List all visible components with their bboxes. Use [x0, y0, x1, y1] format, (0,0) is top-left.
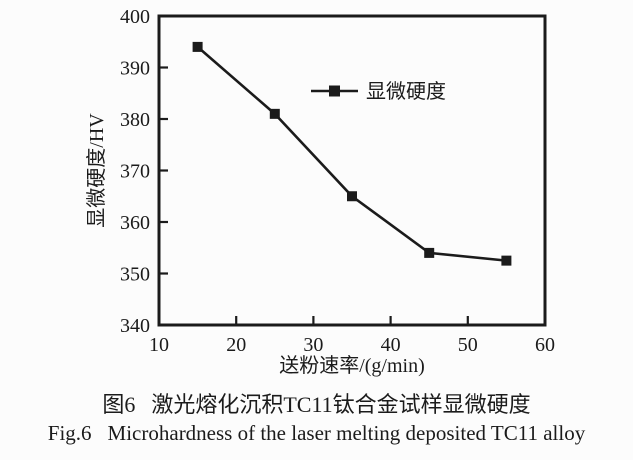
caption-english: Fig.6 Microhardness of the laser melting … — [0, 421, 633, 446]
y-tick-label: 380 — [120, 109, 150, 131]
data-point-marker — [192, 41, 203, 52]
y-tick-label: 360 — [120, 212, 150, 234]
data-point-marker — [501, 255, 512, 266]
caption-en-label: Fig.6 — [47, 421, 92, 445]
y-tick-label: 400 — [120, 6, 150, 28]
y-tick-label: 340 — [120, 315, 150, 337]
y-tick-label: 370 — [120, 161, 150, 183]
y-tick-label: 390 — [120, 58, 150, 80]
x-tick-label: 60 — [535, 334, 555, 356]
x-tick-label: 30 — [303, 334, 323, 356]
data-point-marker — [424, 247, 435, 258]
x-axis-title: 送粉速率/(g/min) — [279, 354, 425, 377]
x-tick-label: 20 — [226, 334, 246, 356]
caption-en-text: Microhardness of the laser melting depos… — [107, 421, 586, 445]
caption-chinese: 图6 激光熔化沉积TC11钛合金试样显微硬度 — [0, 387, 633, 419]
data-point-marker — [269, 108, 280, 119]
microhardness-line-chart: 10 20 30 40 50 60 340 350 360 370 380 390 400 送粉速率/(g… — [85, 6, 555, 377]
data-point-marker — [347, 191, 357, 202]
legend-square-marker-icon — [329, 85, 340, 97]
legend-label: 显微硬度 — [366, 80, 446, 103]
x-tick-label: 10 — [149, 334, 169, 356]
y-tick-label: 350 — [120, 264, 150, 286]
caption-zh-text: 激光熔化沉积TC11钛合金试样显微硬度 — [151, 392, 531, 417]
y-axis-title: 显微硬度/HV — [85, 113, 108, 228]
x-tick-label: 50 — [458, 334, 478, 356]
caption-zh-label: 图6 — [102, 392, 136, 417]
plot-frame — [157, 14, 547, 327]
x-tick-label: 40 — [381, 334, 401, 356]
series-line — [196, 45, 507, 262]
